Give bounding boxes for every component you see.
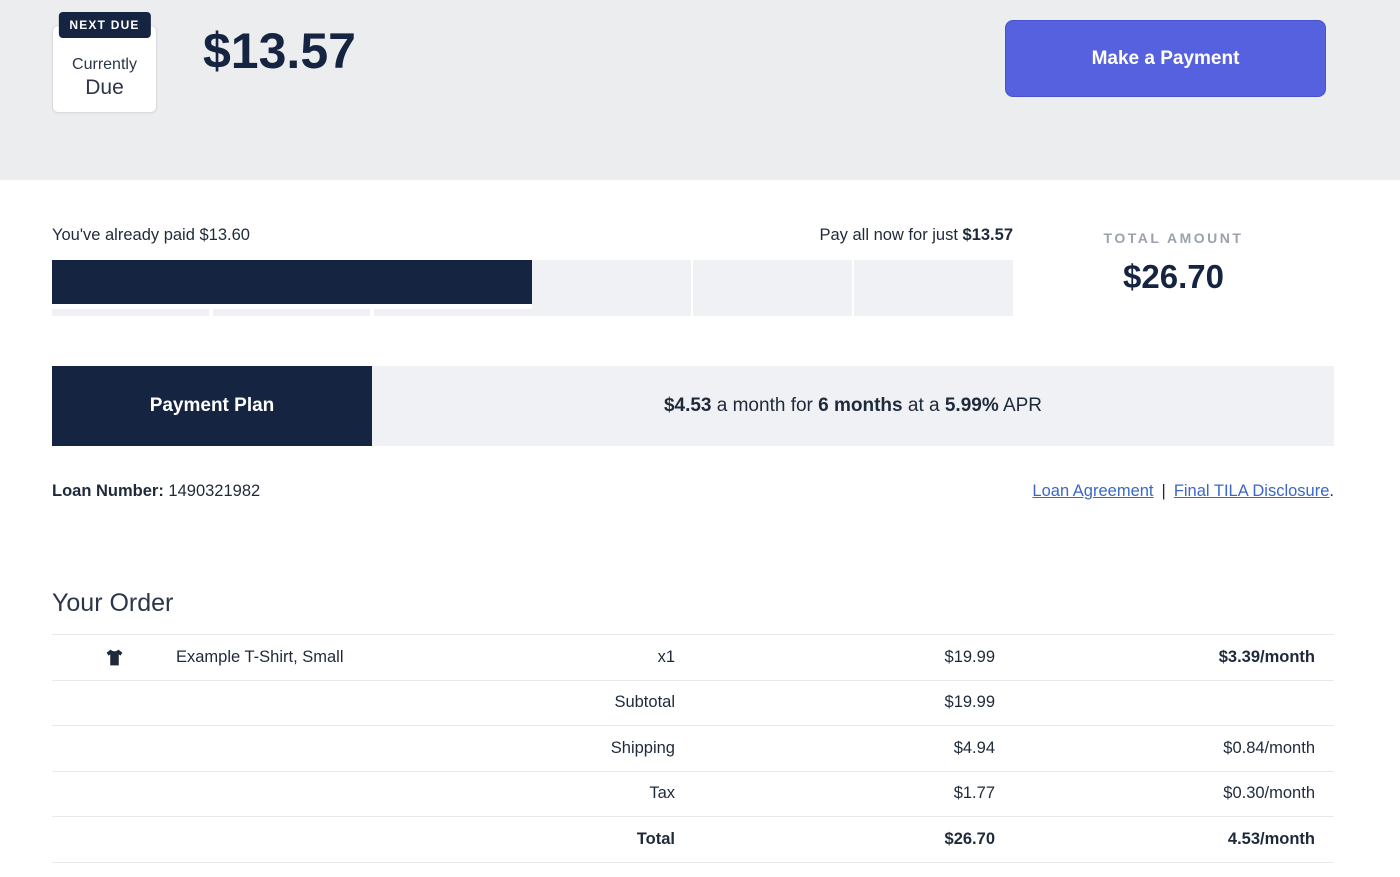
amount-due: $13.57 xyxy=(203,23,356,79)
subtotal-label: Subtotal xyxy=(614,693,675,712)
payment-progress-bar xyxy=(52,260,1013,316)
main-content: You've already paid $13.60 Pay all now f… xyxy=(0,180,1400,863)
paid-segment-marker xyxy=(374,309,532,316)
loan-agreement-link[interactable]: Loan Agreement xyxy=(1032,482,1154,500)
loan-info-row: Loan Number: 1490321982 Loan Agreement | F… xyxy=(52,482,1334,500)
total-monthly: 4.53/month xyxy=(1227,829,1315,848)
progress-fill xyxy=(52,260,532,304)
payment-plan-description: $4.53 a month for 6 months at a 5.99% AP… xyxy=(372,366,1334,446)
header-bar: NEXT DUE Currently Due $13.57 Make a Pay… xyxy=(0,0,1400,180)
shipping-label: Shipping xyxy=(610,738,675,757)
shipping-price: $4.94 xyxy=(953,738,995,757)
already-paid-text: You've already paid $13.60 xyxy=(52,226,250,244)
order-item-price: $19.99 xyxy=(944,647,995,666)
remaining-segment xyxy=(853,260,1013,316)
paid-segment-marker xyxy=(213,309,371,316)
loan-number-label: Loan Number: xyxy=(52,482,164,500)
order-item-name: Example T-Shirt, Small xyxy=(176,647,344,666)
currently-due-card: NEXT DUE Currently Due xyxy=(52,12,157,113)
final-tila-disclosure-link[interactable]: Final TILA Disclosure xyxy=(1173,482,1330,500)
pay-all-now-text: Pay all now for just $13.57 xyxy=(819,226,1013,244)
currently-due-label-line2: Due xyxy=(85,76,124,99)
tax-row: Tax $1.77 $0.30/month xyxy=(52,772,1334,817)
plan-months: 6 months xyxy=(818,395,903,416)
subtotal-price: $19.99 xyxy=(944,693,995,712)
remaining-segment xyxy=(692,260,852,316)
paid-segment-marker xyxy=(52,309,210,316)
progress-section: You've already paid $13.60 Pay all now f… xyxy=(52,180,1334,316)
next-due-badge: NEXT DUE xyxy=(58,12,151,38)
total-amount-label: TOTAL AMOUNT xyxy=(1103,230,1244,246)
order-item-row: Example T-Shirt, Small x1 $19.99 $3.39/m… xyxy=(52,635,1334,681)
order-table: Example T-Shirt, Small x1 $19.99 $3.39/m… xyxy=(52,634,1334,863)
make-a-payment-button[interactable]: Make a Payment xyxy=(1005,20,1326,97)
tshirt-icon xyxy=(52,648,176,667)
shipping-row: Shipping $4.94 $0.84/month xyxy=(52,726,1334,772)
loan-number-value: 1490321982 xyxy=(163,482,261,500)
order-item-monthly: $3.39/month xyxy=(1218,647,1315,666)
payment-plan-bar: Payment Plan $4.53 a month for 6 months … xyxy=(52,366,1334,446)
subtotal-row: Subtotal $19.99 xyxy=(52,681,1334,726)
total-row: Total $26.70 4.53/month xyxy=(52,817,1334,863)
plan-monthly-amount: $4.53 xyxy=(663,395,712,416)
tax-price: $1.77 xyxy=(953,784,995,803)
total-amount-block: TOTAL AMOUNT $26.70 xyxy=(1013,226,1334,316)
total-price: $26.70 xyxy=(944,829,995,848)
currently-due-label-line1: Currently xyxy=(72,56,137,73)
total-amount-value: $26.70 xyxy=(1123,258,1224,295)
order-item-qty: x1 xyxy=(657,647,675,666)
plan-apr: 5.99% xyxy=(944,395,999,416)
total-label: Total xyxy=(636,829,675,848)
remaining-segment xyxy=(531,260,691,316)
payment-plan-tab[interactable]: Payment Plan xyxy=(52,366,372,446)
shipping-monthly: $0.84/month xyxy=(1223,738,1315,757)
tax-label: Tax xyxy=(649,784,675,803)
pay-all-amount: $13.57 xyxy=(962,226,1013,244)
tax-monthly: $0.30/month xyxy=(1223,784,1315,803)
your-order-title: Your Order xyxy=(52,589,174,617)
